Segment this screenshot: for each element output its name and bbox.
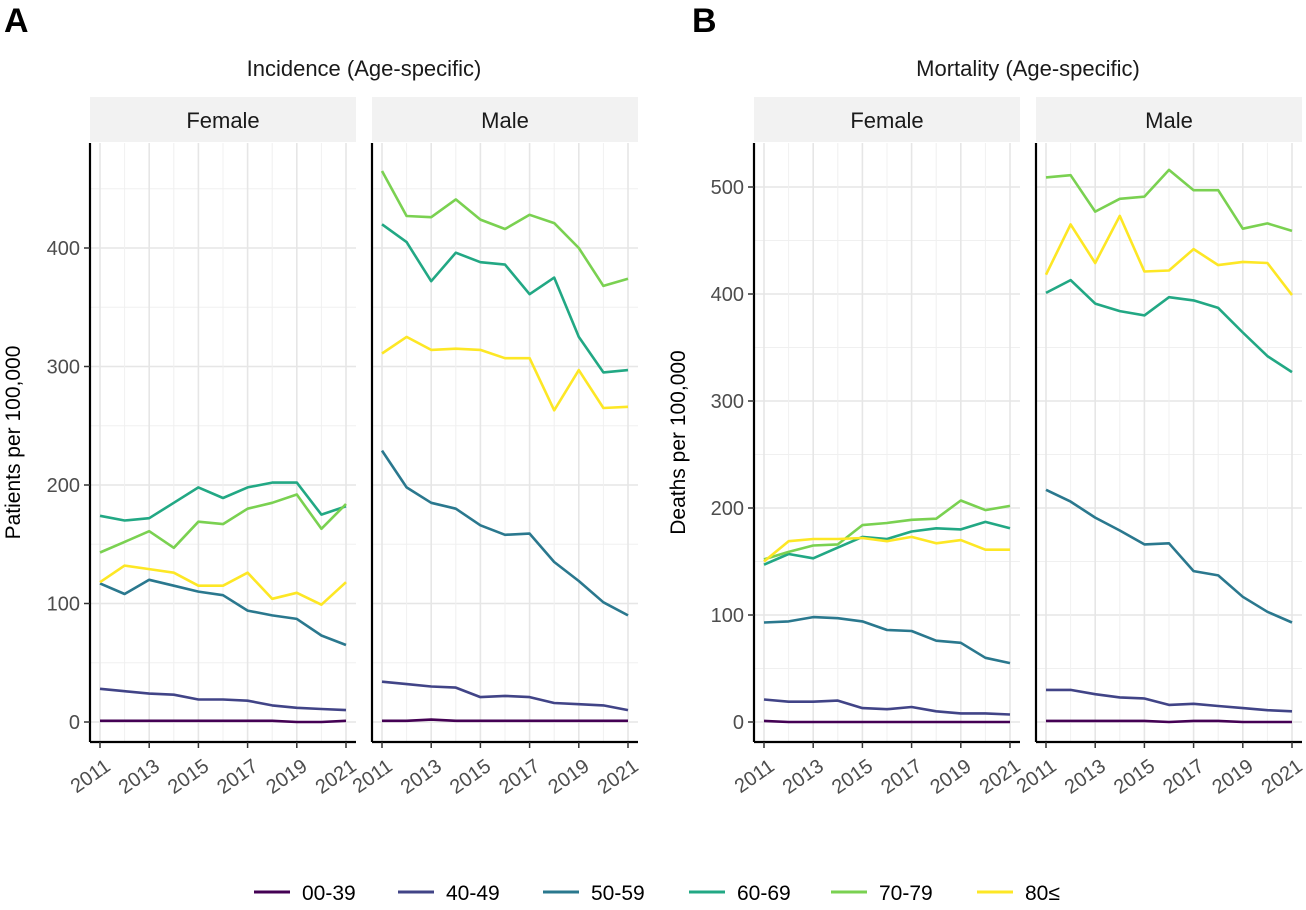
y-tick-label: 400 [711,284,744,306]
legend-item: 60-69 [689,882,791,905]
facet-strip-label: Male [1145,108,1193,133]
legend-label: 40-49 [446,882,500,905]
series-line-6069 [99,481,347,522]
series-line-5059 [380,449,629,617]
panel-letter: B [692,2,717,40]
series-line-80 [1044,214,1294,296]
facet-strip [90,97,356,142]
chart-title: Incidence (Age-specific) [247,56,482,81]
chart-panel-a: A Incidence (Age-specific) Patients per 10… [2,2,643,799]
x-tick-label: 2013 [779,755,828,799]
x-tick-label: 2011 [67,755,115,798]
y-tick-label: 0 [69,712,80,734]
x-tick-label: 2019 [926,755,975,799]
x-tick-label: 2013 [397,755,446,799]
legend-label: 80≤ [1025,882,1060,905]
series-line-4049 [99,687,347,712]
series-line-5059 [1045,488,1293,624]
series-line-0039 [382,718,628,723]
x-tick-label: 2021 [594,755,643,799]
y-tick-label: 500 [711,177,744,199]
series-line-0039 [1046,719,1292,724]
x-tick-label: 2017 [877,755,926,799]
series-line-5059 [763,615,1011,665]
x-tick-label: 2013 [115,755,164,799]
y-axis-title: Deaths per 100,000 [667,350,690,534]
y-tick-label: 100 [47,594,80,616]
series-line-80 [381,335,629,412]
legend: 00-39 40-49 50-59 60-69 70-79 80≤ [254,882,1060,905]
facet-strip [754,97,1020,142]
legend-label: 50-59 [591,882,645,905]
legend-item: 50-59 [543,882,645,905]
legend-item: 40-49 [398,882,500,905]
legend-label: 00-39 [302,882,356,905]
series-line-4049 [763,698,1011,716]
facet-strip [372,97,638,142]
x-tick-label: 2011 [349,755,397,798]
series-line-5059 [99,578,347,647]
series-line-7079 [380,170,629,288]
y-tick-label: 300 [711,391,744,413]
series-line-6069 [763,520,1011,566]
series-line-0039 [100,719,347,724]
legend-label: 70-79 [879,882,933,905]
panel-letter: A [4,2,29,40]
series-line-80 [99,564,347,607]
x-tick-label: 2017 [495,755,544,799]
series-line-7079 [763,499,1011,561]
series-line-4049 [1046,688,1293,713]
legend-label: 60-69 [737,882,791,905]
x-tick-label: 2015 [1110,755,1159,799]
x-tick-label: 2017 [213,755,262,799]
chart-title: Mortality (Age-specific) [916,56,1140,81]
x-tick-label: 2015 [828,755,877,799]
y-tick-label: 200 [47,475,80,497]
facet-strip [1036,97,1302,142]
x-tick-label: 2019 [262,755,311,799]
facet-male: Male 2011 2013 2015 2017 2019 2021 [1013,97,1306,799]
y-axis-title: Patients per 100,000 [2,346,25,540]
x-tick-label: 2015 [164,755,213,799]
facet-male: Male 2011 2013 2015 2017 2019 2021 [349,97,643,799]
y-tick-label: 0 [733,712,744,734]
x-tick-label: 2013 [1061,755,1110,799]
series-line-7079 [1045,168,1293,233]
series-line-6069 [381,223,629,374]
y-tick-label: 400 [47,238,80,260]
x-tick-label: 2019 [544,755,593,799]
chart-panel-b: B Mortality (Age-specific) Deaths per 100,… [667,2,1306,799]
x-tick-label: 2017 [1159,755,1208,799]
y-tick-label: 200 [711,498,744,520]
x-tick-label: 2015 [446,755,495,799]
legend-item: 70-79 [831,882,933,905]
x-tick-label: 2021 [1258,755,1306,799]
series-line-0039 [763,719,1010,724]
y-tick-label: 300 [47,357,80,379]
x-tick-label: 2011 [731,755,779,798]
legend-item: 00-39 [254,882,356,905]
legend-item: 80≤ [977,882,1060,905]
x-tick-label: 2011 [1013,755,1061,798]
series-line-4049 [381,680,629,712]
series-line-7079 [99,493,347,554]
facet-strip-label: Male [481,108,529,133]
series-line-80 [763,535,1010,563]
facet-strip-label: Female [850,108,923,133]
y-tick-label: 100 [711,605,744,627]
series-line-6069 [1045,278,1293,374]
x-tick-label: 2019 [1208,755,1257,799]
facet-strip-label: Female [186,108,259,133]
